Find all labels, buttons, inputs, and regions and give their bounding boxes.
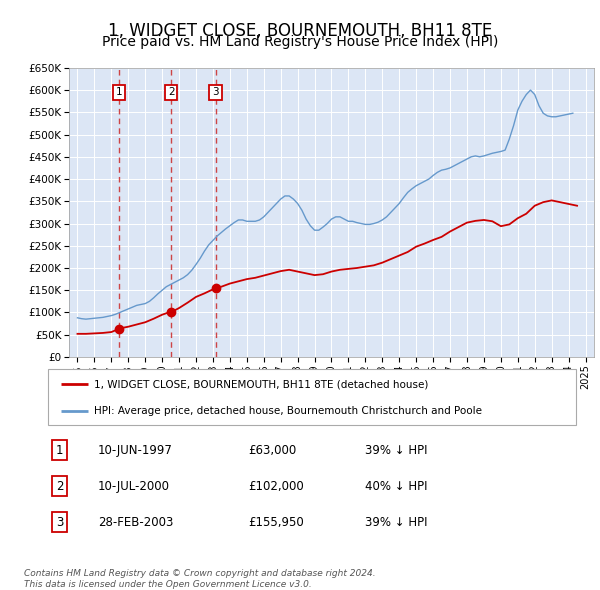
Text: 1, WIDGET CLOSE, BOURNEMOUTH, BH11 8TE (detached house): 1, WIDGET CLOSE, BOURNEMOUTH, BH11 8TE (… <box>94 379 429 389</box>
Text: 2: 2 <box>168 87 175 97</box>
Text: 28-FEB-2003: 28-FEB-2003 <box>98 516 173 529</box>
Text: 10-JUN-1997: 10-JUN-1997 <box>98 444 173 457</box>
Text: 3: 3 <box>56 516 64 529</box>
Text: 39% ↓ HPI: 39% ↓ HPI <box>365 444 427 457</box>
Text: 1: 1 <box>56 444 64 457</box>
Text: 40% ↓ HPI: 40% ↓ HPI <box>365 480 427 493</box>
Text: 1, WIDGET CLOSE, BOURNEMOUTH, BH11 8TE: 1, WIDGET CLOSE, BOURNEMOUTH, BH11 8TE <box>108 22 492 41</box>
Text: 10-JUL-2000: 10-JUL-2000 <box>98 480 170 493</box>
Text: HPI: Average price, detached house, Bournemouth Christchurch and Poole: HPI: Average price, detached house, Bour… <box>94 406 482 416</box>
Text: Price paid vs. HM Land Registry's House Price Index (HPI): Price paid vs. HM Land Registry's House … <box>102 35 498 50</box>
Text: £102,000: £102,000 <box>248 480 304 493</box>
Text: 39% ↓ HPI: 39% ↓ HPI <box>365 516 427 529</box>
Text: £63,000: £63,000 <box>248 444 297 457</box>
Text: Contains HM Land Registry data © Crown copyright and database right 2024.
This d: Contains HM Land Registry data © Crown c… <box>24 569 376 589</box>
Text: 2: 2 <box>56 480 64 493</box>
Text: 3: 3 <box>212 87 219 97</box>
Text: 1: 1 <box>115 87 122 97</box>
Text: £155,950: £155,950 <box>248 516 304 529</box>
